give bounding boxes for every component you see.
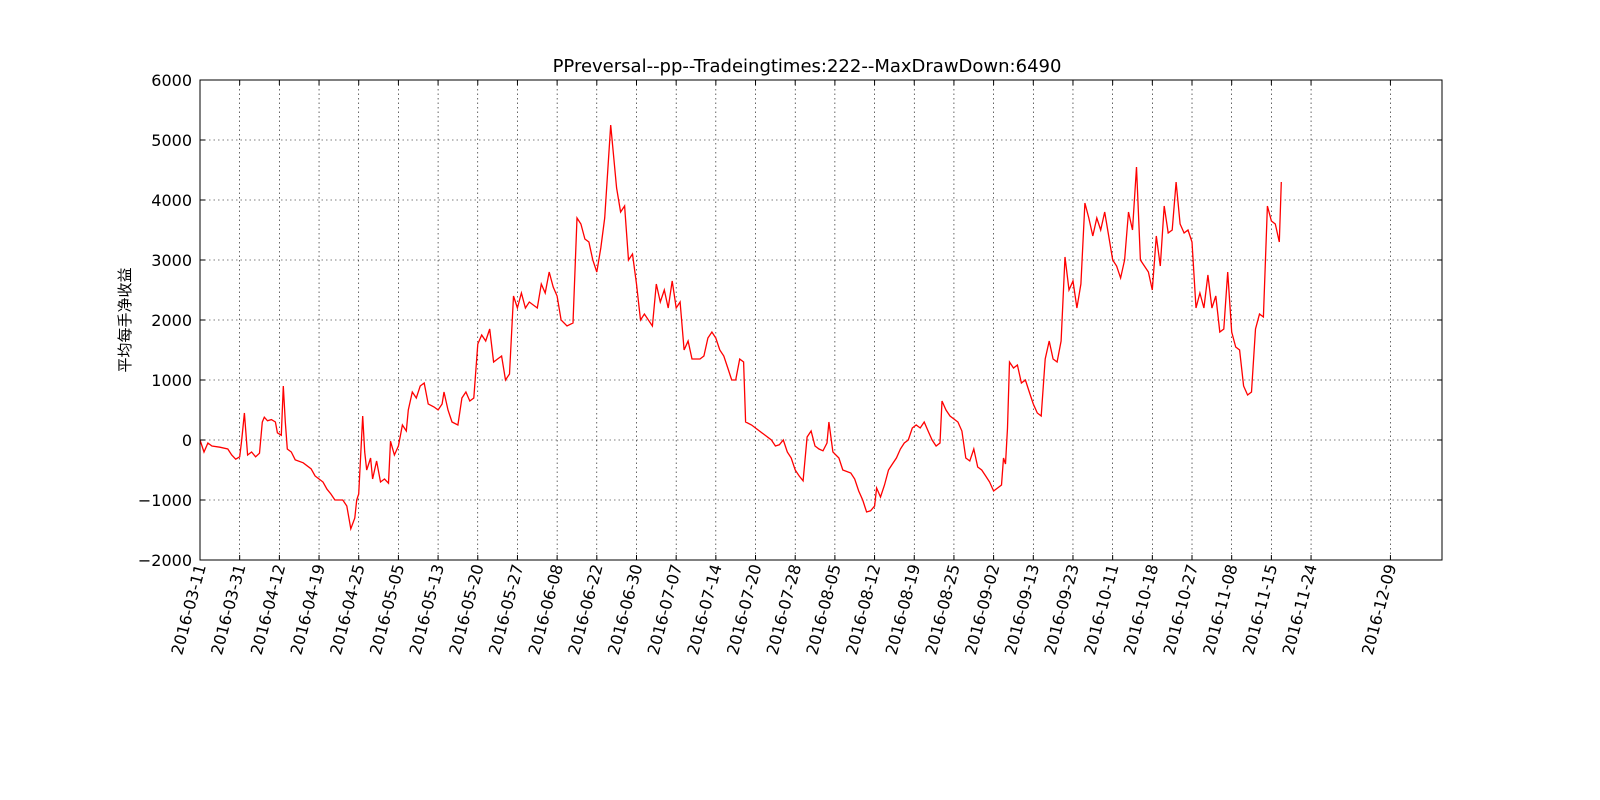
y-tick-label: −2000	[138, 551, 192, 570]
x-tick-label: 2016-11-15	[1239, 562, 1281, 657]
x-axis: 2016-03-112016-03-312016-04-122016-04-19…	[167, 80, 1400, 657]
x-tick-label: 2016-08-05	[802, 562, 844, 657]
series-line	[199, 124, 1282, 532]
x-tick-label: 2016-06-30	[604, 562, 646, 657]
x-tick-label: 2016-05-05	[366, 562, 408, 657]
x-tick-label: 2016-10-27	[1159, 562, 1201, 657]
y-tick-label: −1000	[138, 491, 192, 510]
y-axis: −2000 −1000 0 1000 2000 3000 4000 5000 6000	[138, 71, 1442, 570]
x-tick-label: 2016-04-25	[326, 562, 368, 657]
y-tick-label: 5000	[151, 131, 192, 150]
x-tick-label: 2016-05-13	[406, 562, 448, 657]
x-tick-label: 2016-10-18	[1120, 562, 1162, 657]
y-tick-label: 6000	[151, 71, 192, 90]
x-tick-label: 2016-07-07	[644, 562, 686, 657]
chart-title: PPreversal--pp--Tradeingtimes:222--MaxDr…	[553, 56, 1062, 77]
y-tick-label: 4000	[151, 191, 192, 210]
y-tick-label: 3000	[151, 251, 192, 270]
x-tick-label: 2016-07-20	[723, 562, 765, 657]
x-tick-label: 2016-03-31	[207, 562, 249, 657]
x-tick-label: 2016-07-14	[683, 562, 725, 657]
x-tick-label: 2016-04-19	[286, 562, 328, 657]
x-tick-label: 2016-05-27	[485, 562, 527, 657]
y-axis-label: 平均每手净收益	[116, 267, 134, 372]
x-tick-label: 2016-08-19	[882, 562, 924, 657]
series-layer	[199, 124, 1282, 532]
x-tick-label: 2016-04-12	[247, 562, 289, 657]
x-tick-label: 2016-06-22	[564, 562, 606, 657]
x-tick-label: 2016-10-11	[1080, 562, 1122, 657]
y-tick-label: 0	[182, 431, 192, 450]
y-tick-label: 2000	[151, 311, 192, 330]
x-tick-label: 2016-05-20	[445, 562, 487, 657]
x-tick-label: 2016-09-23	[1040, 562, 1082, 657]
x-tick-label: 2016-12-09	[1358, 562, 1400, 657]
y-tick-label: 1000	[151, 371, 192, 390]
x-tick-label: 2016-08-25	[921, 562, 963, 657]
x-tick-label: 2016-09-02	[961, 562, 1003, 657]
x-tick-label: 2016-11-24	[1278, 562, 1320, 657]
x-tick-label: 2016-09-13	[1001, 562, 1043, 657]
grid-lines	[200, 80, 1442, 560]
x-tick-label: 2016-06-08	[525, 562, 567, 657]
x-tick-label: 2016-08-12	[842, 562, 884, 657]
x-tick-label: 2016-03-11	[167, 562, 209, 657]
x-tick-label: 2016-07-28	[763, 562, 805, 657]
x-tick-label: 2016-11-08	[1199, 562, 1241, 657]
